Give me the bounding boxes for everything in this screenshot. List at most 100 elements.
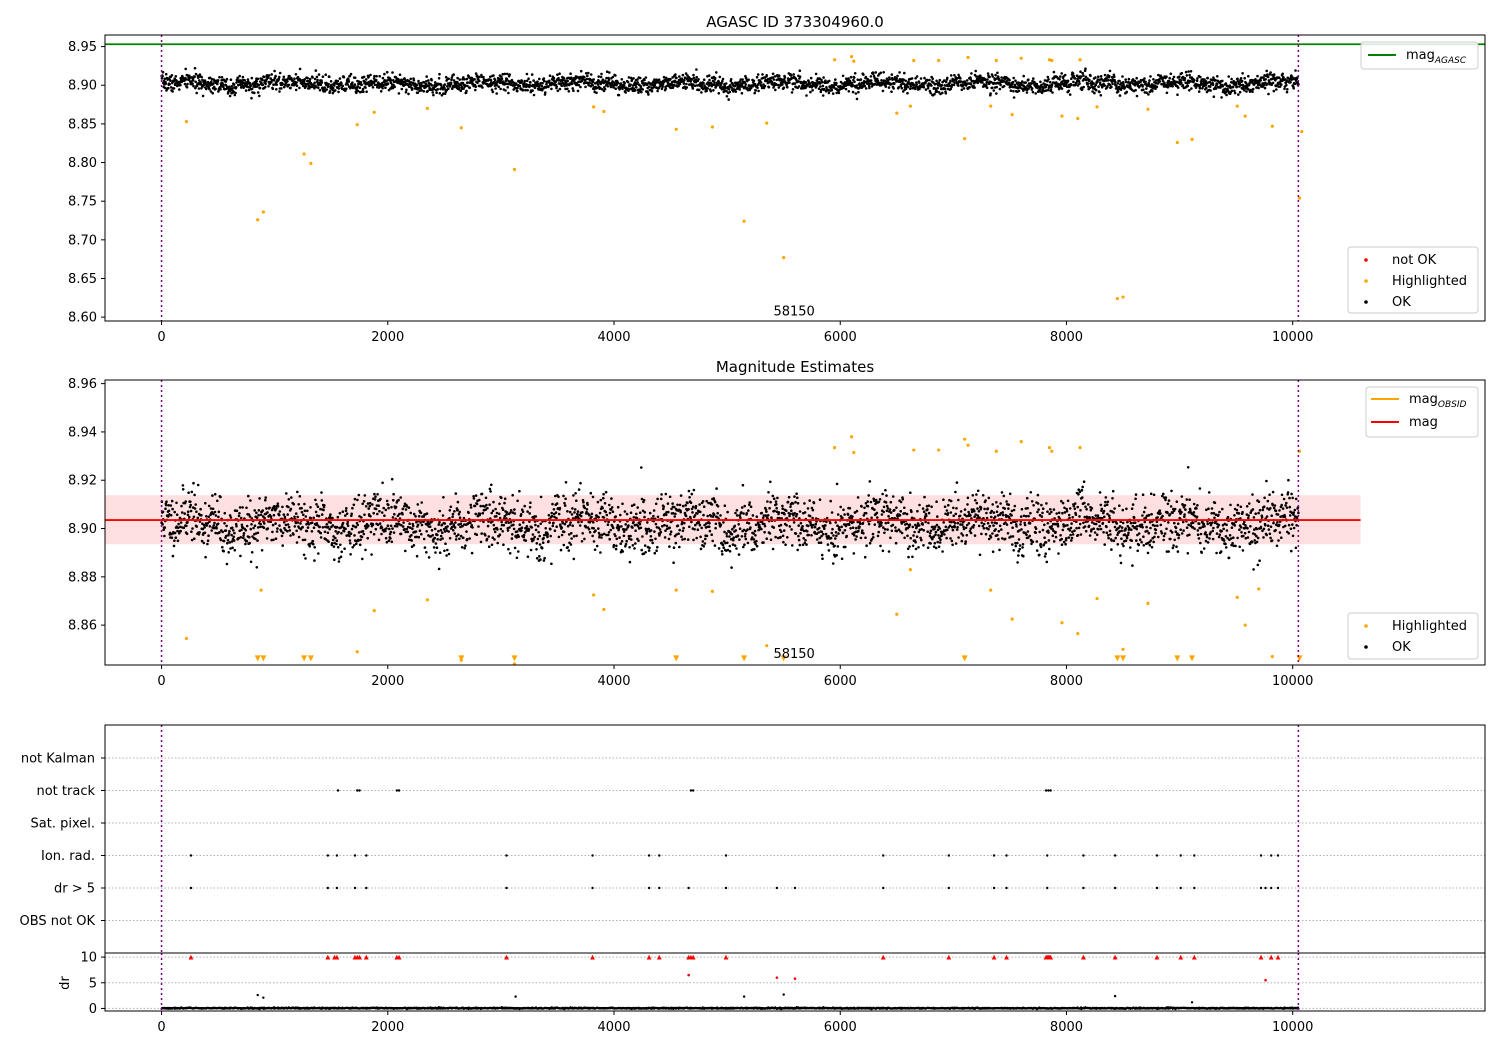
ok-point	[756, 86, 759, 90]
ok-point	[1110, 85, 1113, 89]
ok-point	[203, 526, 206, 529]
ok-point	[460, 546, 464, 549]
ok-point	[415, 83, 419, 87]
ok-point	[895, 77, 899, 80]
ok-point	[434, 551, 437, 554]
ok-point	[611, 526, 615, 530]
ok-point	[662, 507, 665, 511]
ok-point	[411, 524, 415, 528]
ok-point	[320, 499, 324, 502]
ok-point	[245, 539, 249, 543]
ok-point	[296, 490, 299, 494]
ok-point	[179, 521, 183, 524]
ok-point	[626, 80, 630, 84]
highlighted-point	[1050, 58, 1054, 63]
highlighted-point	[184, 119, 189, 124]
ok-point	[594, 529, 597, 532]
ok-point	[462, 536, 465, 540]
legend-label-not-ok: not OK	[1392, 253, 1437, 268]
highlighted-point	[908, 104, 912, 108]
ok-point	[608, 537, 611, 541]
ok-point	[632, 77, 635, 80]
ok-point	[678, 545, 681, 549]
ok-point	[571, 524, 574, 527]
ok-point	[699, 535, 702, 539]
ok-point	[593, 548, 597, 551]
ok-point	[614, 515, 617, 518]
ok-point	[510, 537, 514, 540]
ok-point	[553, 529, 557, 532]
ok-point	[196, 516, 200, 520]
ok-point	[384, 529, 387, 533]
ok-point	[363, 494, 367, 497]
ok-point	[465, 530, 468, 533]
ok-point	[446, 548, 449, 552]
ok-point	[1062, 79, 1066, 82]
ok-point	[622, 534, 626, 538]
ok-point	[295, 81, 298, 84]
ok-point	[1081, 71, 1084, 75]
ok-point	[276, 502, 280, 506]
ok-point	[196, 76, 200, 79]
ok-point	[232, 539, 236, 542]
ok-point	[1166, 85, 1170, 89]
ok-point	[457, 82, 460, 85]
ok-point	[989, 92, 992, 95]
ok-point	[430, 78, 433, 82]
ok-point	[422, 81, 426, 84]
ok-point	[453, 510, 456, 513]
ok-point	[639, 526, 643, 530]
ok-point	[569, 521, 572, 524]
ok-point	[599, 82, 603, 86]
ok-point	[1139, 78, 1143, 82]
ok-point	[433, 81, 437, 84]
ok-point	[566, 510, 569, 513]
ok-point	[508, 552, 512, 555]
ok-point	[650, 89, 654, 93]
ok-point	[239, 516, 243, 520]
ok-point	[328, 75, 331, 79]
ok-point	[624, 91, 627, 94]
ok-point	[688, 496, 691, 499]
ok-point	[192, 515, 196, 519]
ok-point	[539, 522, 542, 526]
ok-point	[160, 77, 164, 80]
ok-point	[344, 527, 347, 531]
ok-point	[777, 74, 781, 77]
ok-point	[377, 81, 380, 84]
ok-point	[628, 546, 631, 549]
ok-point	[458, 510, 462, 514]
ok-point	[240, 528, 243, 532]
highlighted-point	[1300, 130, 1304, 134]
ok-point	[661, 85, 664, 89]
ok-point	[637, 91, 640, 94]
ok-point	[592, 521, 595, 524]
ok-point	[635, 86, 638, 89]
ok-point	[236, 76, 240, 80]
ok-point	[511, 533, 514, 536]
ok-point	[1251, 90, 1254, 93]
ok-point	[173, 539, 176, 542]
ok-point	[1190, 87, 1193, 90]
ok-point	[377, 538, 381, 542]
ok-point	[649, 535, 653, 538]
ok-point	[917, 81, 921, 84]
ok-point	[216, 522, 220, 526]
ok-point	[383, 514, 386, 517]
ok-point	[495, 92, 499, 95]
ok-point	[371, 523, 375, 526]
ok-point	[526, 510, 529, 513]
ok-point	[327, 540, 330, 543]
ok-point	[682, 526, 685, 530]
ok-point	[191, 527, 194, 530]
ok-point	[968, 86, 971, 89]
ok-point	[179, 83, 182, 87]
ok-point	[181, 484, 185, 487]
ok-point	[694, 523, 697, 527]
ok-point	[1022, 74, 1025, 78]
ok-point	[425, 551, 428, 554]
ok-point	[1118, 94, 1122, 97]
ok-point	[782, 86, 786, 89]
ok-point	[804, 81, 808, 84]
ok-point	[552, 76, 556, 80]
